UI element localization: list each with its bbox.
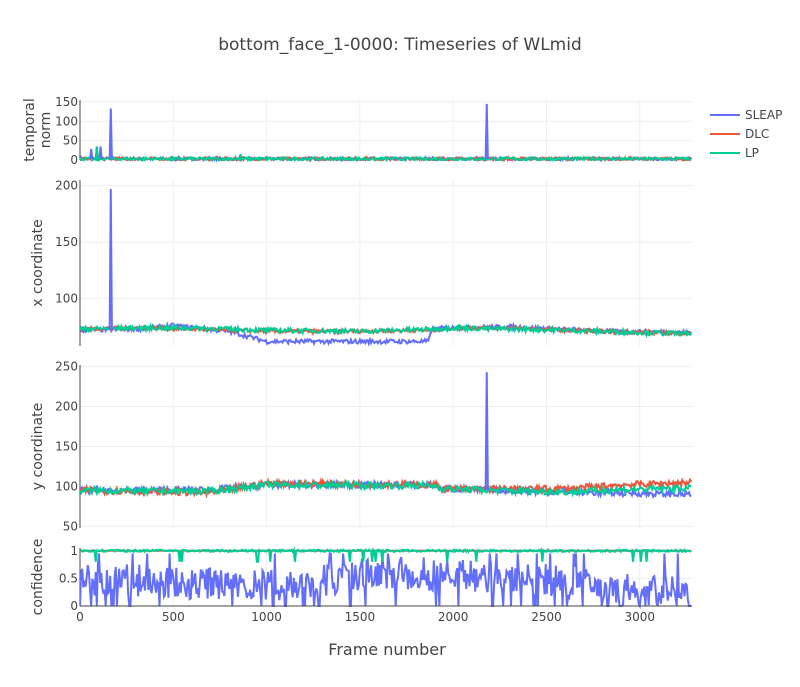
x-tick-label: 1000 xyxy=(251,610,282,624)
x-tick-label: 2000 xyxy=(438,610,469,624)
y-tick-label: 200 xyxy=(55,179,78,193)
series-line-sleap xyxy=(80,554,691,607)
y-tick-label: 250 xyxy=(55,360,78,374)
x-tick-label: 1500 xyxy=(345,610,376,624)
chart-title: bottom_face_1-0000: Timeseries of WLmid xyxy=(218,35,582,55)
y-tick-label: 50 xyxy=(63,519,78,533)
spike-point xyxy=(90,149,92,159)
y-axis-label: confidence xyxy=(30,539,46,616)
series-line-lp xyxy=(80,550,691,562)
y-tick-label: 0.5 xyxy=(59,571,78,585)
legend-label: SLEAP xyxy=(745,108,782,122)
y-tick-label: 100 xyxy=(55,292,78,306)
x-tick-label: 500 xyxy=(162,610,185,624)
legend-item-sleap[interactable]: SLEAP xyxy=(710,108,782,122)
panel-2: 100 150 200 x coordinate xyxy=(30,179,692,346)
spike-point xyxy=(99,146,101,158)
y-tick-label: 1 xyxy=(70,544,78,558)
x-tick-label: 0 xyxy=(76,610,84,624)
y-tick-label: 100 xyxy=(55,114,78,128)
x-tick-label: 2500 xyxy=(531,610,562,624)
y-tick-label: 100 xyxy=(55,479,78,493)
legend-item-dlc[interactable]: DLC xyxy=(710,127,769,141)
y-tick-label: 150 xyxy=(55,95,78,109)
y-axis-label: y coordinate xyxy=(30,403,46,490)
y-tick-label: 150 xyxy=(55,440,78,454)
y-tick-label: 50 xyxy=(63,134,78,148)
series-line-lp xyxy=(80,326,691,336)
x-axis-label: Frame number xyxy=(328,640,446,659)
legend-label: DLC xyxy=(745,127,769,141)
x-axis: 0 500 1000 1500 2000 2500 3000 xyxy=(76,606,692,624)
spike-point xyxy=(239,154,241,159)
spike-point xyxy=(110,109,112,159)
y-tick-label: 150 xyxy=(55,235,78,249)
y-axis-label: temporalnorm xyxy=(22,98,54,161)
spike-point xyxy=(486,104,488,159)
spike-point xyxy=(110,189,112,330)
legend-label: LP xyxy=(745,146,759,160)
y-tick-label: 0 xyxy=(70,153,78,167)
spike-point xyxy=(96,146,98,158)
legend-item-lp[interactable]: LP xyxy=(710,146,759,160)
y-tick-label: 200 xyxy=(55,400,78,414)
x-tick-label: 3000 xyxy=(624,610,655,624)
y-axis-label: x coordinate xyxy=(30,219,46,306)
legend[interactable]: SLEAP DLC LP xyxy=(710,108,782,160)
spike-point xyxy=(486,372,488,490)
panel-3: 50 100 150 200 250 y coordinate xyxy=(30,360,692,534)
